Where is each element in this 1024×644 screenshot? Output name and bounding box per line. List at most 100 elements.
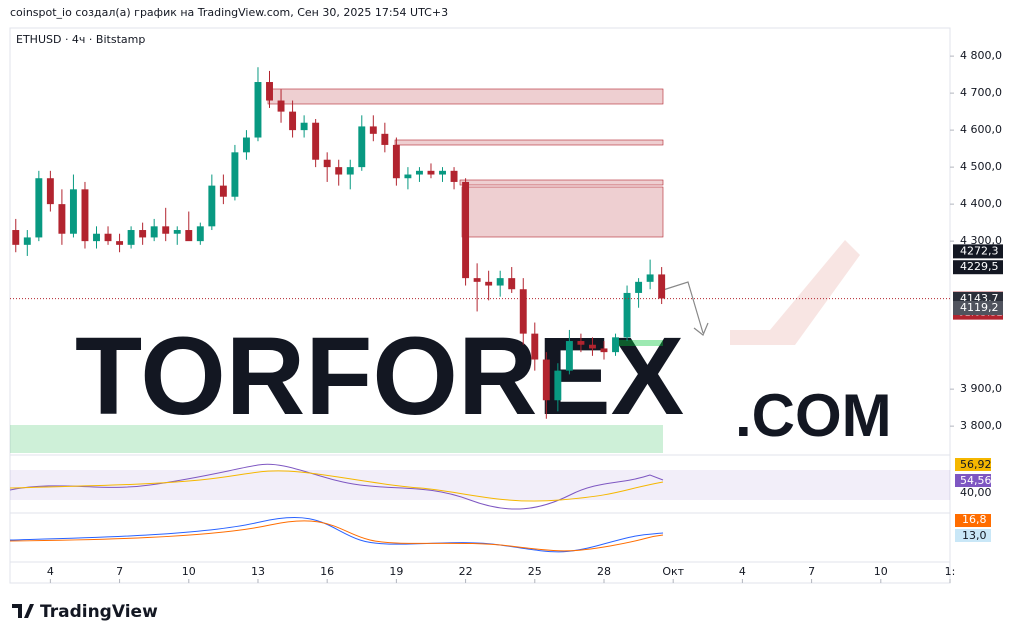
supply-zone	[267, 88, 664, 105]
candle-body	[116, 241, 124, 245]
x-tick-label: 28	[597, 565, 611, 578]
watermark-com: .COM	[735, 382, 892, 449]
x-tick-label: 16	[320, 565, 334, 578]
candle-body	[300, 122, 308, 131]
x-tick-label: 25	[528, 565, 542, 578]
candle-body	[519, 289, 527, 334]
price-label: 4119,2	[960, 301, 999, 314]
price-badge	[953, 260, 1003, 275]
candle-body	[531, 333, 539, 360]
x-tick-label: 22	[459, 565, 473, 578]
candle-body	[554, 370, 562, 401]
candle-body	[127, 230, 135, 245]
macd-badge	[955, 529, 991, 542]
chart-title: ETHUSD · 4ч · Bitstamp	[16, 33, 145, 46]
x-tick-label: 1:	[945, 565, 956, 578]
candle-body	[46, 178, 54, 205]
candle-body	[208, 185, 216, 227]
price-badge	[953, 301, 1003, 316]
candle-body	[485, 281, 493, 286]
candle-body	[12, 230, 20, 245]
signal-line	[9, 520, 664, 552]
candle-body	[450, 170, 458, 182]
x-tick-label: 13	[251, 565, 265, 578]
candle-body	[277, 100, 285, 112]
x-tick-label: 7	[116, 565, 123, 578]
rsi-badge	[955, 474, 991, 487]
candle-body	[392, 144, 400, 179]
price-badge	[953, 244, 1003, 259]
candle-body	[69, 189, 77, 234]
candle-body	[415, 170, 423, 175]
header: coinspot_io создал(а) график на TradingV…	[10, 6, 448, 19]
candle-body	[139, 230, 147, 238]
candle-body	[439, 170, 446, 175]
y-tick-label: 4 600,0	[960, 123, 1002, 136]
x-tick-label: 10	[182, 565, 196, 578]
rsi-label: 56,92	[960, 458, 992, 471]
y-tick-label: 4 300,0	[960, 234, 1002, 247]
price-label: 4229,5	[960, 260, 999, 273]
candle-body	[577, 341, 585, 345]
tv-logo	[12, 604, 34, 618]
y-tick-label: 4 800,0	[960, 49, 1002, 62]
candle-body	[196, 226, 204, 242]
candle-body	[369, 126, 377, 134]
y-tick-label: 4 500,0	[960, 160, 1002, 173]
rsi-ma-badge	[955, 458, 991, 471]
supply-zone	[394, 139, 664, 146]
candle-body	[104, 233, 112, 242]
forecast-arrow	[662, 281, 709, 336]
rsi-ma	[9, 470, 664, 502]
candle-body	[381, 133, 389, 145]
candle-body	[81, 189, 89, 242]
candle-body	[496, 278, 504, 286]
candle-body	[162, 226, 170, 234]
candle-body	[508, 278, 516, 290]
demand-zone	[618, 340, 663, 346]
candle-body	[623, 292, 631, 338]
y-tick-label: 3 900,0	[960, 382, 1002, 395]
rsi-label: 54,56	[960, 474, 992, 487]
candle-body	[335, 167, 343, 175]
signal-badge	[955, 514, 991, 527]
candle-body	[254, 82, 262, 138]
candle-body	[35, 178, 43, 238]
candle-body	[612, 337, 619, 353]
candle-body	[58, 204, 66, 234]
supply-zone	[461, 186, 664, 238]
x-tick-label: 19	[389, 565, 403, 578]
watermark-mark	[730, 240, 860, 345]
x-tick-label: 4	[739, 565, 746, 578]
candle-body	[219, 185, 227, 197]
y-tick-label: 3 800,0	[960, 419, 1002, 432]
x-tick-label: 7	[808, 565, 815, 578]
candle-body	[173, 230, 181, 234]
candle-body	[635, 281, 643, 293]
candle-body	[658, 274, 666, 299]
rsi-line	[9, 463, 664, 510]
x-tick-label: 10	[874, 565, 888, 578]
candle-body	[462, 181, 470, 279]
macd-label: 16,8	[962, 513, 987, 526]
supply-zone	[459, 179, 664, 186]
candle-body	[427, 170, 435, 175]
candle-body	[93, 233, 100, 242]
macd-label: 13,0	[962, 529, 987, 542]
chart-frame	[9, 27, 951, 584]
demand-zone	[10, 425, 663, 453]
candle-body	[588, 344, 596, 349]
candle-body	[150, 226, 158, 238]
x-tick-label: Окт	[662, 565, 684, 578]
candle-body	[266, 82, 273, 101]
candle-body	[542, 359, 550, 401]
candle-body	[323, 159, 331, 168]
candle-body	[289, 111, 297, 131]
watermark: TORFOREX	[75, 315, 684, 438]
candle-body	[565, 341, 573, 371]
candle-body	[646, 274, 654, 282]
candle-body	[312, 122, 320, 160]
candle-body	[404, 174, 412, 179]
y-tick-label: 4 700,0	[960, 86, 1002, 99]
candle-body	[346, 167, 354, 175]
